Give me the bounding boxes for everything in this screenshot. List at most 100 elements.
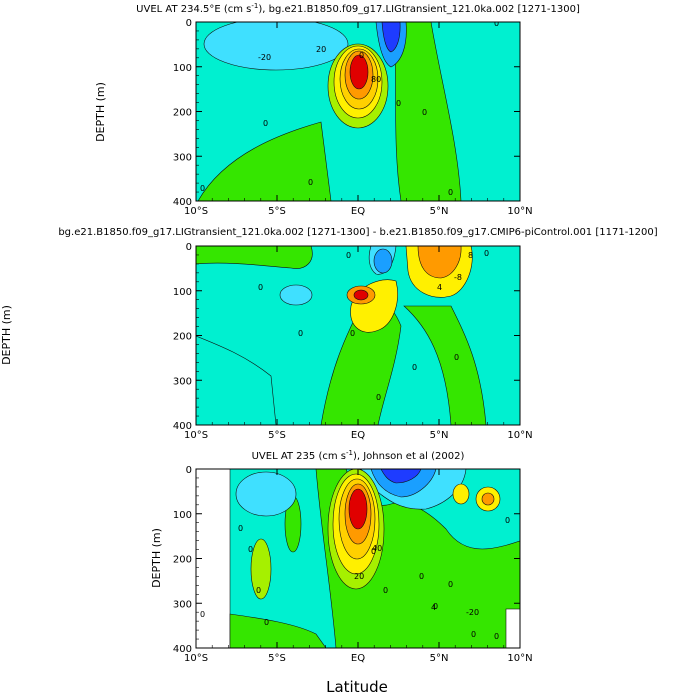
panel3-ytick-label: 0 [186, 465, 192, 476]
panel2-shape-green [196, 246, 313, 269]
panel2-contour-label: 0 [346, 251, 351, 260]
panel2-contour-label: -8 [454, 273, 462, 282]
panel3-xtick-label: 5°N [430, 653, 449, 664]
panel3-xtick-label: 10°N [507, 653, 532, 664]
panel3-shape-orange [481, 492, 495, 506]
panel3-ytick-label: 100 [173, 510, 192, 521]
panel3-contour-label: 20 [354, 572, 364, 581]
panel1-xtick-label: 5°S [268, 206, 286, 217]
panel1-xtick-label: EQ [351, 206, 365, 217]
panel1-shape-red [349, 54, 369, 90]
panel3-contour-label: -20 [466, 608, 479, 617]
panel1-contour-label: -20 [258, 53, 271, 62]
panel1-contour-label: 80 [371, 75, 381, 84]
panel2-xtick-label: 10°N [507, 430, 532, 441]
panel2-shape-light_blue [279, 284, 313, 306]
panel1-xtick-label: 5°N [430, 206, 449, 217]
panel2-shape-red [353, 289, 369, 301]
panel2-ytick-label: 100 [173, 287, 192, 298]
panel3-shape-red [348, 488, 368, 530]
panel1-ytick-label: 100 [173, 63, 192, 74]
panel1-contour-label: 0 [263, 119, 268, 128]
panel2-contour-label: 0 [350, 329, 355, 338]
panel3-xtick-label: 10°S [184, 653, 208, 664]
panel3-title: UVEL AT 235 (cm s-1), Johnson et al (200… [252, 449, 465, 462]
panel3-contour-label: 0 [238, 524, 243, 533]
panel2-contour-label: 0 [484, 249, 489, 258]
panel3-contour-label: 0 [494, 632, 499, 641]
panel3-contour-label: 0 [383, 586, 388, 595]
panel3-plot: -20 20 400 0 0 0 0 0 0 0 0 0 0 0 0 4 10°S 5°S EQ 5°N 10°N 0 10… [173, 465, 533, 664]
panel1-shape-green [197, 121, 332, 201]
panel3-shape-yellow [452, 483, 470, 505]
panel3-shape-dark_blue [380, 469, 422, 484]
panel2-ytick-label: 0 [186, 242, 192, 253]
panel1-contour-label: 0 [359, 51, 364, 60]
panel3-contour-label: 0 [471, 630, 476, 639]
panel2-shape-cyan [196, 335, 277, 425]
panel1-contour-label: 0 [308, 178, 313, 187]
panel3-contour-label: 4 [431, 603, 436, 612]
panel3-shape-green [229, 613, 327, 648]
panel1-ytick-label: 0 [186, 18, 192, 29]
panel2-shape-blue [373, 248, 393, 274]
panel3-contour-label: 0 [505, 516, 510, 525]
panel2-title: bg.e21.B1850.f09_g17.LIGtransient_121.0k… [58, 227, 657, 238]
panel3-shape-light_blue [235, 471, 297, 517]
panel2-xtick-label: EQ [351, 430, 365, 441]
panel3-contour-label: 0 [248, 545, 253, 554]
panel3-ylabel: DEPTH (m) [150, 528, 163, 588]
panel1-title: UVEL AT 234.5°E (cm s-1), bg.e21.B1850.f… [136, 2, 580, 15]
panel2-ytick-label: 400 [173, 421, 192, 432]
panel2-shape-green [403, 305, 487, 425]
panel3-ytick-label: 300 [173, 599, 192, 610]
panel1-shape-dark_blue [381, 22, 401, 53]
panel2-contour-label: 0 [298, 329, 303, 338]
panel2-contour-label: 0 [454, 353, 459, 362]
panel3-ytick-label: 400 [173, 644, 192, 655]
panel1-contour-label: 20 [316, 45, 326, 54]
panel1-ytick-label: 200 [173, 108, 192, 119]
panel2-plot: -8 4 8 0 0 0 0 0 0 0 0 10°S 5°S EQ 5°N 10°N 0 100 200 300 40… [173, 242, 533, 441]
panel3-xtick-label: 5°S [268, 653, 286, 664]
panel1-contour-label: 0 [494, 19, 499, 28]
panel2-ytick-label: 200 [173, 332, 192, 343]
panel2-ylabel: DEPTH (m) [0, 305, 13, 365]
panel2-xtick-label: 5°N [430, 430, 449, 441]
panel3-xtick-label: EQ [351, 653, 365, 664]
panel2-shape-orange [417, 246, 462, 279]
panel3-contour-label: 0 [264, 618, 269, 627]
panel3-contour-label: 0 [419, 572, 424, 581]
panel3-contour-label: 40 [372, 544, 382, 553]
panel1-ylabel: DEPTH (m) [94, 82, 107, 142]
panel3-shape-missing [505, 608, 520, 648]
panel1-contour-label: 0 [396, 99, 401, 108]
panel1-ytick-label: 300 [173, 152, 192, 163]
panel2-xtick-label: 5°S [268, 430, 286, 441]
panel3-field: -20 20 400 0 0 0 0 0 0 0 0 0 0 0 0 4 10°S 5°S EQ 5°N 10°N 0 10… [173, 465, 533, 664]
panel3-ytick-label: 200 [173, 555, 192, 566]
panel2-contour-label: 0 [258, 283, 263, 292]
panel3-shape-light_green [250, 538, 272, 600]
panel1-contour-label: 0 [200, 184, 205, 193]
panel2-field: -8 4 8 0 0 0 0 0 0 0 0 10°S 5°S EQ 5°N 10°N 0 100 200 300 40… [173, 242, 533, 441]
panel2-contour-label: 8 [468, 251, 473, 260]
panel1-contour-label: 0 [422, 108, 427, 117]
panel2-ytick-label: 300 [173, 376, 192, 387]
panel3-contour-label: 0 [371, 547, 376, 556]
panel2-contour-label: 0 [376, 393, 381, 402]
panel1-shape-light_blue [203, 22, 349, 71]
panel1-ytick-label: 400 [173, 197, 192, 208]
panel2-contour-label: 4 [437, 283, 442, 292]
panel3-contour-label: 0 [256, 586, 261, 595]
panel1-contour-label: 0 [448, 188, 453, 197]
panel3-contour-label: 0 [448, 580, 453, 589]
panel3-contour-label: 0 [200, 610, 205, 619]
panel1-xtick-label: 10°N [507, 206, 532, 217]
panel2-xtick-label: 10°S [184, 430, 208, 441]
panel3-xlabel: Latitude [326, 678, 388, 696]
